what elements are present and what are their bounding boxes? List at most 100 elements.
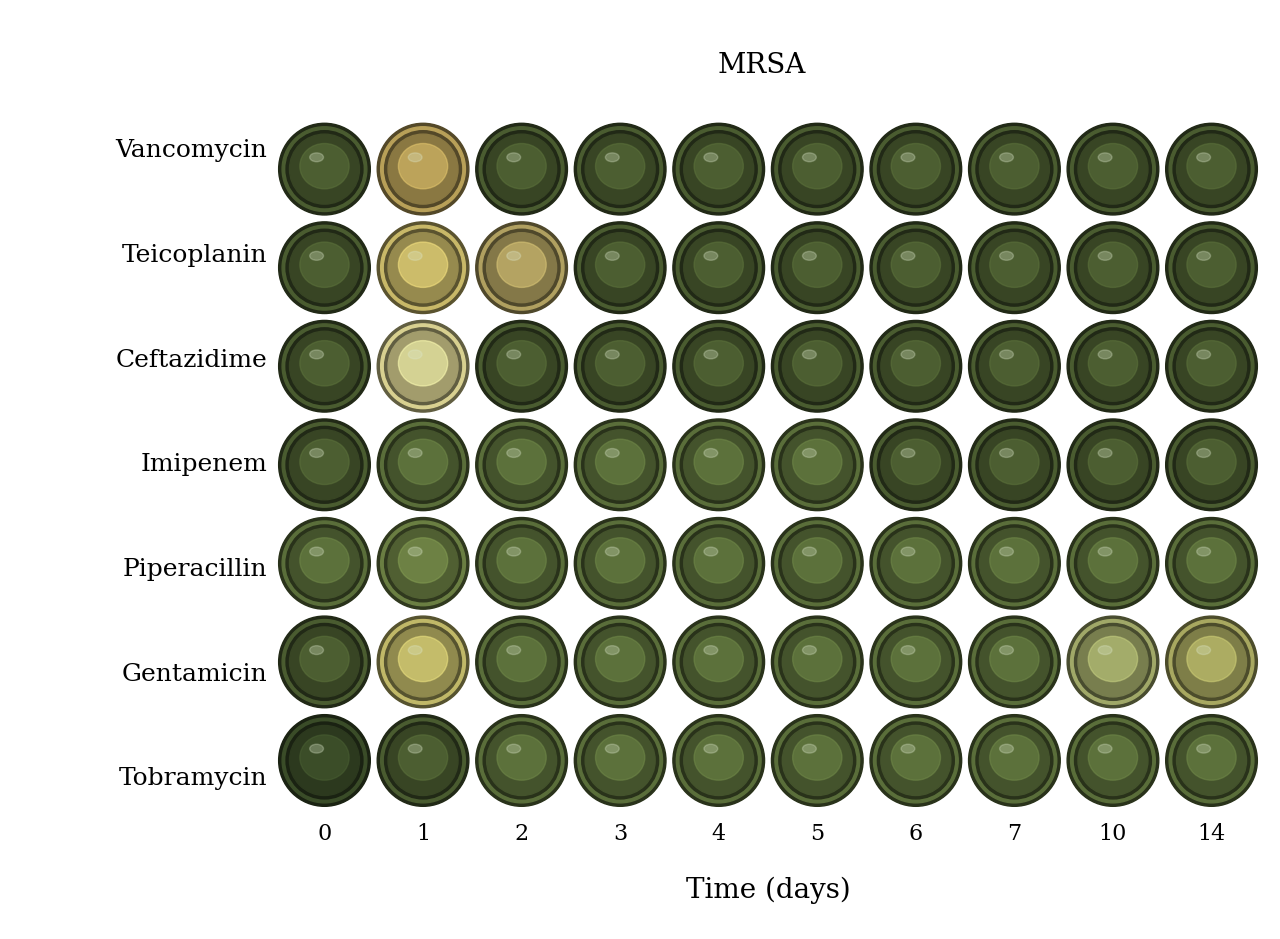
Ellipse shape — [704, 252, 718, 260]
Ellipse shape — [507, 547, 521, 556]
Circle shape — [282, 225, 367, 310]
Circle shape — [581, 623, 659, 700]
Circle shape — [881, 331, 951, 401]
Circle shape — [972, 620, 1057, 704]
Ellipse shape — [507, 449, 521, 457]
Ellipse shape — [792, 341, 842, 386]
Circle shape — [972, 521, 1057, 606]
Ellipse shape — [901, 449, 915, 457]
Circle shape — [673, 616, 764, 708]
Circle shape — [778, 722, 856, 799]
Circle shape — [1166, 517, 1257, 609]
Circle shape — [772, 517, 863, 609]
Circle shape — [384, 229, 462, 306]
Circle shape — [476, 123, 567, 215]
Circle shape — [881, 233, 951, 302]
Text: 2: 2 — [515, 824, 529, 845]
Circle shape — [388, 331, 458, 401]
Ellipse shape — [1197, 449, 1211, 457]
Ellipse shape — [989, 341, 1039, 386]
Circle shape — [282, 718, 367, 803]
Ellipse shape — [310, 745, 324, 753]
Circle shape — [684, 627, 754, 697]
Circle shape — [972, 225, 1057, 310]
Circle shape — [1070, 521, 1156, 606]
Circle shape — [972, 718, 1057, 803]
Ellipse shape — [891, 735, 941, 780]
Circle shape — [1074, 525, 1152, 602]
Circle shape — [673, 715, 764, 807]
Circle shape — [378, 616, 468, 708]
Circle shape — [680, 131, 758, 208]
Circle shape — [680, 722, 758, 799]
Circle shape — [279, 123, 370, 215]
Circle shape — [285, 328, 364, 405]
Circle shape — [680, 525, 758, 602]
Circle shape — [1078, 134, 1148, 204]
Circle shape — [289, 430, 360, 500]
Ellipse shape — [803, 449, 817, 457]
Ellipse shape — [1098, 745, 1112, 753]
Circle shape — [870, 123, 961, 215]
Circle shape — [778, 426, 856, 503]
Circle shape — [380, 521, 466, 606]
Circle shape — [782, 233, 852, 302]
Circle shape — [476, 419, 567, 511]
Circle shape — [975, 722, 1053, 799]
Circle shape — [581, 426, 659, 503]
Text: Imipenem: Imipenem — [141, 454, 268, 476]
Circle shape — [778, 525, 856, 602]
Circle shape — [483, 131, 561, 208]
Circle shape — [772, 222, 863, 314]
Ellipse shape — [497, 538, 547, 583]
Circle shape — [870, 419, 961, 511]
Circle shape — [774, 127, 860, 211]
Circle shape — [673, 222, 764, 314]
Circle shape — [782, 529, 852, 598]
Circle shape — [774, 423, 860, 507]
Ellipse shape — [901, 252, 915, 260]
Circle shape — [774, 620, 860, 704]
Circle shape — [581, 328, 659, 405]
Circle shape — [1166, 123, 1257, 215]
Ellipse shape — [1187, 341, 1236, 386]
Circle shape — [476, 320, 567, 412]
Circle shape — [388, 529, 458, 598]
Circle shape — [476, 715, 567, 807]
Circle shape — [585, 233, 655, 302]
Ellipse shape — [507, 646, 521, 654]
Ellipse shape — [1197, 547, 1211, 556]
Circle shape — [975, 623, 1053, 700]
Circle shape — [979, 529, 1050, 598]
Ellipse shape — [497, 144, 547, 189]
Circle shape — [483, 328, 561, 405]
Ellipse shape — [891, 242, 941, 287]
Ellipse shape — [408, 153, 422, 162]
Ellipse shape — [1098, 350, 1112, 359]
Circle shape — [289, 627, 360, 697]
Ellipse shape — [1197, 153, 1211, 162]
Ellipse shape — [605, 745, 620, 753]
Ellipse shape — [1000, 252, 1014, 260]
Circle shape — [486, 331, 557, 401]
Ellipse shape — [497, 439, 547, 485]
Circle shape — [979, 430, 1050, 500]
Ellipse shape — [989, 637, 1039, 682]
Circle shape — [676, 521, 762, 606]
Circle shape — [378, 123, 468, 215]
Circle shape — [684, 331, 754, 401]
Circle shape — [870, 517, 961, 609]
Circle shape — [778, 328, 856, 405]
Circle shape — [873, 718, 959, 803]
Circle shape — [1068, 517, 1158, 609]
Circle shape — [388, 627, 458, 697]
Ellipse shape — [1197, 646, 1211, 654]
Circle shape — [782, 726, 852, 795]
Circle shape — [575, 517, 666, 609]
Ellipse shape — [704, 153, 718, 162]
Circle shape — [479, 620, 564, 704]
Ellipse shape — [1197, 745, 1211, 753]
Circle shape — [975, 131, 1053, 208]
Circle shape — [1176, 627, 1247, 697]
Circle shape — [1169, 620, 1254, 704]
